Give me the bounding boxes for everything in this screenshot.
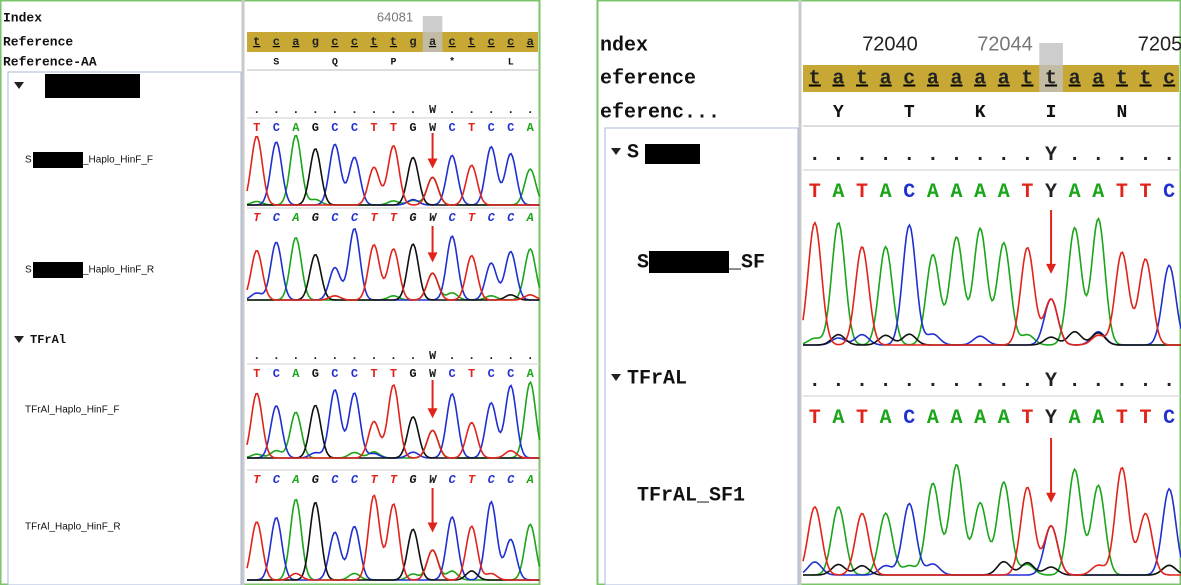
- screenshot: Index Reference Reference-AA 64081 tcagccttg…: [0, 0, 1181, 585]
- header-label: ndex: [600, 34, 648, 57]
- header-label: Index: [3, 10, 42, 25]
- read-label: _Haplo_HinF_F: [82, 155, 153, 166]
- page: Index Reference Reference-AA 64081 tcagccttg…: [0, 0, 1181, 585]
- group-name: TFrAl: [30, 333, 66, 347]
- index-number: 7205: [1138, 33, 1181, 55]
- group-name: TFrAL: [627, 367, 687, 390]
- amino-acid: Q: [332, 58, 338, 69]
- read-label: S: [25, 155, 32, 166]
- redaction: [33, 262, 83, 278]
- amino-acid: L: [508, 58, 514, 69]
- read-label: _Haplo_HinF_R: [82, 265, 154, 276]
- sequence: .........W.....: [253, 349, 534, 363]
- index-number: 72044: [977, 33, 1033, 55]
- amino-acid: K: [975, 103, 986, 123]
- amino-acid: S: [273, 58, 279, 69]
- group-name: S: [627, 141, 639, 164]
- index-number: 72040: [862, 33, 918, 55]
- amino-acid: *: [449, 57, 455, 69]
- amino-acid: N: [1117, 103, 1128, 123]
- header-label: eference: [600, 67, 696, 90]
- amino-acid: I: [1046, 103, 1057, 123]
- redaction: [645, 144, 700, 164]
- amino-acid: Y: [833, 103, 844, 123]
- read-label: _SF: [728, 251, 765, 274]
- header-label: Reference-AA: [3, 54, 97, 69]
- redaction: [33, 152, 83, 168]
- read-label: S: [637, 251, 649, 274]
- header-label: Reference: [3, 34, 73, 49]
- header-label: eferenc...: [600, 101, 720, 124]
- amino-acid: T: [904, 103, 915, 123]
- track-tree: [8, 72, 241, 585]
- track-tree: [605, 128, 798, 585]
- redaction: [45, 74, 140, 98]
- amino-acid: P: [390, 58, 396, 69]
- read-label: TFrAL_SF1: [637, 484, 745, 507]
- redaction: [649, 251, 729, 273]
- read-label: TFrAl_Haplo_HinF_R: [25, 522, 121, 533]
- index-number: 64081: [377, 9, 413, 24]
- read-label: TFrAl_Haplo_HinF_F: [25, 405, 119, 416]
- sequence: .........W.....: [253, 103, 534, 117]
- read-label: S: [25, 265, 32, 276]
